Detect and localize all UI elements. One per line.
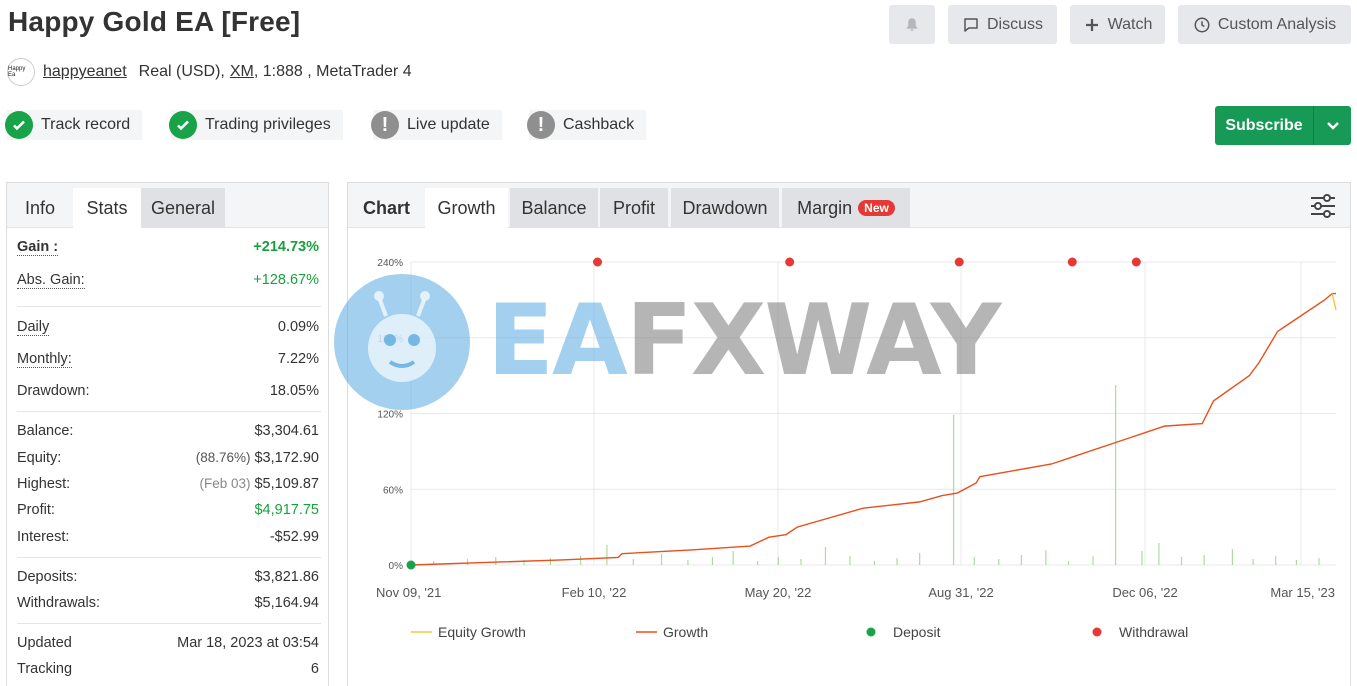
stat-balance: Balance: $3,304.61 bbox=[17, 423, 319, 443]
stat-value: $4,917.75 bbox=[254, 502, 319, 518]
tab-info[interactable]: Info bbox=[24, 197, 56, 218]
divider bbox=[17, 411, 321, 412]
stat-label: Interest: bbox=[17, 529, 70, 545]
stat-label[interactable]: Abs. Gain: bbox=[17, 272, 85, 289]
clock-icon bbox=[1194, 17, 1210, 32]
sliders-icon[interactable] bbox=[1310, 194, 1336, 218]
stat-label[interactable]: Daily bbox=[17, 319, 50, 336]
stat-withdrawals: Withdrawals: $5,164.94 bbox=[17, 595, 319, 615]
badge-trading-privileges[interactable]: Trading privileges bbox=[169, 110, 343, 140]
highest-date: (Feb 03) bbox=[199, 476, 251, 491]
stat-value: +214.73% bbox=[253, 239, 319, 255]
custom-analysis-button[interactable]: Custom Analysis bbox=[1178, 5, 1351, 44]
notification-button[interactable] bbox=[889, 5, 935, 44]
stat-value: -$52.99 bbox=[269, 529, 319, 545]
tab-margin-label: Margin bbox=[797, 197, 853, 218]
divider bbox=[17, 623, 321, 624]
stat-label[interactable]: Monthly: bbox=[17, 351, 72, 368]
stat-label: Withdrawals: bbox=[17, 595, 100, 611]
chart-panel: Chart Growth Balance Profit Drawdown Mar… bbox=[347, 182, 1351, 686]
highest-amount: $5,109.87 bbox=[254, 476, 319, 492]
tab-chart: Chart bbox=[362, 197, 410, 218]
username-link[interactable]: happyeanet bbox=[43, 63, 127, 80]
check-icon bbox=[5, 111, 33, 139]
stat-value: 0.09% bbox=[277, 319, 319, 335]
stat-value: (Feb 03) $5,109.87 bbox=[199, 476, 319, 492]
stat-label: Equity: bbox=[17, 450, 62, 466]
tab-drawdown[interactable]: Drawdown bbox=[671, 188, 779, 228]
badge-label: Cashback bbox=[563, 116, 635, 133]
divider bbox=[17, 557, 321, 558]
broker-link[interactable]: XM bbox=[229, 63, 254, 80]
account-type: Real (USD), bbox=[138, 63, 225, 80]
stat-daily: Daily 0.09% bbox=[17, 319, 319, 339]
stat-gain: Gain : +214.73% bbox=[17, 239, 319, 259]
badge-cashback[interactable]: ! Cashback bbox=[527, 110, 647, 140]
tab-profit[interactable]: Profit bbox=[600, 188, 668, 228]
discuss-button[interactable]: Discuss bbox=[948, 5, 1057, 44]
stat-label: Profit: bbox=[17, 502, 55, 518]
badge-label: Trading privileges bbox=[205, 116, 331, 133]
stat-equity: Equity: (88.76%) $3,172.90 bbox=[17, 450, 319, 470]
stat-label: Tracking bbox=[17, 661, 73, 677]
avatar[interactable]: Happy Ea bbox=[7, 58, 35, 86]
stat-label: Highest: bbox=[17, 476, 71, 492]
stat-value: +128.67% bbox=[253, 272, 319, 288]
stat-monthly: Monthly: 7.22% bbox=[17, 351, 319, 371]
subscribe-label: Subscribe bbox=[1225, 116, 1303, 134]
tab-stats[interactable]: Stats bbox=[73, 188, 141, 228]
bell-icon bbox=[906, 17, 918, 31]
stat-tracking: Tracking 6 bbox=[17, 661, 319, 681]
stat-value: $3,304.61 bbox=[254, 423, 319, 439]
subscribe-button[interactable]: Subscribe bbox=[1215, 106, 1351, 145]
stat-value: $3,821.86 bbox=[254, 569, 319, 585]
stat-drawdown: Drawdown: 18.05% bbox=[17, 383, 319, 403]
stat-value: Mar 18, 2023 at 03:54 bbox=[177, 635, 319, 651]
stat-updated: Updated Mar 18, 2023 at 03:54 bbox=[17, 635, 319, 655]
stat-profit: Profit: $4,917.75 bbox=[17, 502, 319, 522]
stat-value: $5,164.94 bbox=[254, 595, 319, 611]
stat-label: Balance: bbox=[17, 423, 74, 439]
account-info: Happy Ea happyeanet Real (USD), XM , 1:8… bbox=[7, 58, 412, 86]
stat-abs-gain: Abs. Gain: +128.67% bbox=[17, 272, 319, 292]
stat-deposits: Deposits: $3,821.86 bbox=[17, 569, 319, 589]
stat-value: (88.76%) $3,172.90 bbox=[196, 450, 319, 466]
stat-interest: Interest: -$52.99 bbox=[17, 529, 319, 549]
chart-tabs: Chart Growth Balance Profit Drawdown Mar… bbox=[348, 183, 1350, 228]
plus-icon bbox=[1085, 18, 1098, 31]
leverage-platform: , 1:888 , MetaTrader 4 bbox=[253, 63, 412, 80]
stats-panel: Info Stats General Gain : +214.73% Abs. … bbox=[6, 182, 329, 686]
badge-label: Track record bbox=[41, 116, 131, 133]
watch-button[interactable]: Watch bbox=[1070, 5, 1165, 44]
stat-label: Drawdown: bbox=[17, 383, 90, 399]
stat-label: Deposits: bbox=[17, 569, 78, 585]
equity-amount: $3,172.90 bbox=[254, 450, 319, 466]
tab-general[interactable]: General bbox=[141, 188, 225, 228]
stat-label: Updated bbox=[17, 635, 72, 651]
equity-percent: (88.76%) bbox=[195, 450, 251, 465]
divider bbox=[17, 306, 321, 307]
badge-track-record[interactable]: Track record bbox=[5, 110, 143, 140]
stat-label[interactable]: Gain : bbox=[17, 239, 59, 256]
check-icon bbox=[169, 111, 197, 139]
exclamation-icon: ! bbox=[371, 111, 399, 139]
stat-value: 6 bbox=[310, 661, 319, 677]
stat-highest: Highest: (Feb 03) $5,109.87 bbox=[17, 476, 319, 496]
new-badge: New bbox=[858, 200, 895, 216]
badge-label: Live update bbox=[407, 116, 490, 133]
chevron-down-icon[interactable] bbox=[1313, 106, 1351, 145]
custom-analysis-label: Custom Analysis bbox=[1217, 15, 1337, 33]
stat-value: 7.22% bbox=[277, 351, 319, 367]
badge-live-update[interactable]: ! Live update bbox=[371, 110, 502, 140]
chat-icon bbox=[964, 17, 978, 32]
stat-value: 18.05% bbox=[269, 383, 319, 399]
discuss-label: Discuss bbox=[986, 15, 1043, 33]
tab-margin[interactable]: Margin New bbox=[782, 188, 910, 228]
tab-growth[interactable]: Growth bbox=[425, 188, 508, 228]
page-title: Happy Gold EA [Free] bbox=[8, 6, 301, 37]
watch-label: Watch bbox=[1107, 15, 1153, 33]
exclamation-icon: ! bbox=[527, 111, 555, 139]
stats-tabs: Info Stats General bbox=[7, 183, 328, 228]
tab-balance[interactable]: Balance bbox=[510, 188, 598, 228]
